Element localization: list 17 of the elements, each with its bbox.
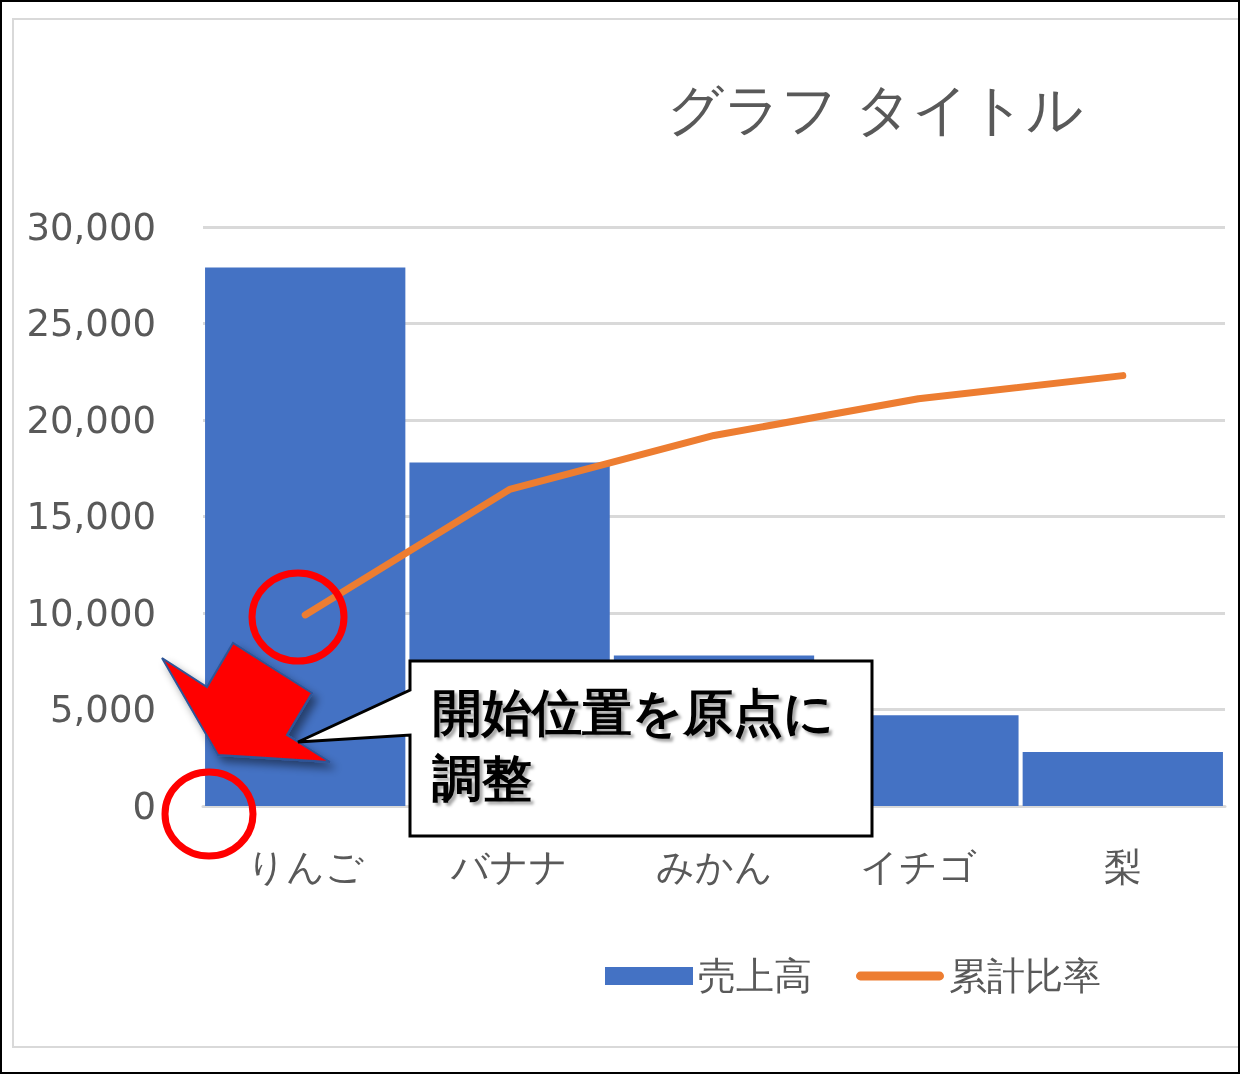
- x-tick-label: イチゴ: [859, 845, 977, 889]
- y-tick-label: 5,000: [50, 688, 156, 731]
- annotation: 開始位置を原点に調整: [432, 683, 835, 810]
- y-tick-label: 30,000: [26, 205, 156, 249]
- chart-title: グラフ タイトル: [666, 76, 1084, 142]
- y-tick-label: 25,000: [26, 302, 156, 345]
- y-tick-label: 20,000: [26, 398, 156, 442]
- legend-label: 累計比率: [949, 954, 1101, 998]
- y-tick-label: 0: [132, 784, 156, 828]
- x-tick-label: みかん: [655, 845, 773, 889]
- bar: [1022, 751, 1223, 806]
- legend-label: 売上高: [698, 954, 812, 998]
- x-tick-label: 梨: [1103, 845, 1142, 889]
- x-tick-label: りんご: [246, 845, 364, 889]
- y-tick-label: 10,000: [26, 591, 156, 635]
- y-tick-label: 15,000: [26, 495, 156, 538]
- x-tick-label: バナナ: [450, 845, 569, 889]
